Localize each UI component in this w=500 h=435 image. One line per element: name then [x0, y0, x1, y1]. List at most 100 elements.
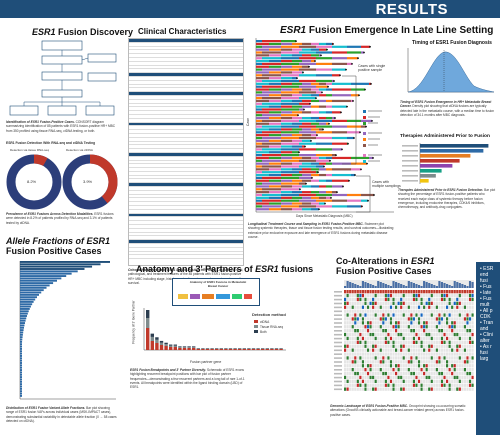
swimmer-segment: [316, 142, 332, 145]
oncoprint-cell: [384, 352, 387, 356]
swimmer-segment: [281, 99, 292, 103]
oncoprint-cell: [461, 371, 464, 376]
swimmer-marker: [357, 57, 359, 60]
oncoprint-cell: [423, 371, 426, 376]
partner-bar-ctdna: [251, 349, 256, 350]
swimmer-segment: [292, 122, 302, 125]
swimmer-segment: [281, 168, 292, 171]
oncoprint-cell: [466, 309, 469, 313]
partner-bar-ctdna: [247, 349, 251, 350]
oncoprint-cell: [440, 317, 444, 321]
oncoprint-cell: [461, 290, 464, 294]
oncoprint-cell: [453, 321, 456, 325]
oncoprint-cell: [412, 336, 415, 341]
oncoprint-cell: [451, 329, 454, 333]
oncoprint-cell: [451, 297, 454, 302]
oncoprint-cell: [379, 364, 382, 368]
oncoprint-cell: [366, 321, 370, 325]
oncoprint-cell: [461, 301, 464, 305]
oncoprint-cell: [372, 293, 375, 298]
swimmer-segment: [269, 42, 281, 46]
oncoprint-cell: [461, 297, 464, 302]
oncoprint-cell: [410, 297, 413, 302]
swimmer-segment: [269, 173, 281, 177]
oncoprint-cell: [359, 313, 362, 317]
oncoprint-cell: [346, 387, 349, 391]
oncoprint-cell: [372, 313, 375, 317]
oncoprint-cell: [471, 313, 474, 317]
oncoprint-cell: [461, 313, 464, 317]
oncoprint-cell: [356, 368, 359, 372]
oncoprint-cell: [366, 297, 370, 302]
oncoprint-cell: [471, 309, 474, 313]
table-row: [129, 217, 243, 222]
oncoprint-cell: [405, 305, 408, 309]
swimmer-segment: [361, 125, 366, 128]
oncoprint-cell: [364, 368, 367, 372]
vaf-bar: [20, 343, 22, 346]
oncoprint-cell: [384, 305, 387, 309]
oncoprint-cell: [412, 305, 415, 309]
oncoprint-cell: [420, 297, 423, 302]
oncoprint-cell: [405, 313, 408, 317]
oncoprint-count-bar: [461, 284, 464, 288]
oncoprint-cell: [461, 344, 464, 348]
oncoprint-count-bar: [423, 281, 426, 288]
oncoprint-cell: [405, 387, 408, 391]
oncoprint-cell: [395, 360, 398, 364]
oncoprint-cell: [389, 336, 393, 341]
oncoprint-cell: [468, 383, 472, 387]
vaf-bar: [20, 362, 22, 364]
oncoprint-count-bar: [420, 286, 423, 288]
oncoprint-cell: [410, 301, 413, 305]
swimmer-segment: [316, 131, 332, 134]
oncoprint-cell: [364, 313, 367, 317]
oncoprint-gene-label: [334, 337, 342, 340]
table-row: [129, 240, 243, 245]
oncoprint-cell: [397, 368, 400, 372]
swimmer-segment: [299, 119, 316, 122]
partner-bar-both: [187, 346, 191, 348]
oncoprint-cell: [382, 375, 385, 380]
oncoprint-cell: [344, 364, 347, 368]
swimmer-marker: [305, 182, 307, 185]
oncoprint-cell: [382, 352, 385, 356]
swimmer-segment: [281, 77, 292, 80]
oncoprint-cell: [392, 305, 395, 309]
oncoprint-cell: [420, 293, 423, 298]
oncoprint-count-bar: [400, 284, 403, 288]
oncoprint-cell: [466, 344, 469, 348]
swimmer-segment: [319, 111, 326, 114]
oncoprint-gene-label: [334, 333, 342, 336]
swimmer-segment: [319, 179, 326, 182]
oncoprint-cell: [364, 332, 367, 337]
oncoprint-cell: [382, 383, 385, 387]
swimmer-segment: [256, 191, 269, 194]
anatomy-caption: ESR1 Fusion Breakpoints and 3' Partner D…: [130, 368, 245, 390]
oncoprint-cell: [461, 332, 464, 337]
oncoprint-cell: [366, 352, 370, 356]
swimmer-segment: [302, 196, 311, 199]
oncoprint-cell: [430, 332, 433, 337]
oncoprint-cell: [407, 305, 410, 309]
oncoprint-cell: [430, 360, 433, 364]
oncoprint-cell: [410, 387, 413, 391]
oncoprint-cell: [417, 379, 421, 383]
oncoprint-cell: [433, 383, 436, 387]
oncoprint-cell: [463, 356, 466, 360]
oncoprint-cell: [471, 368, 474, 372]
legend-swatch: [254, 320, 258, 323]
oncoprint-cell: [412, 348, 415, 352]
oncoprint-cell: [428, 309, 431, 313]
vaf-bar: [20, 277, 62, 280]
oncoprint-cell: [369, 329, 372, 333]
oncoprint-cell: [420, 344, 423, 348]
oncoprint-cell: [471, 305, 474, 309]
oncoprint-cell: [389, 352, 393, 356]
swimmer-segment: [332, 148, 342, 151]
oncoprint-cell: [448, 375, 451, 380]
oncoprint-cell: [344, 348, 347, 352]
oncoprint-cell: [456, 305, 459, 309]
swimmer-marker: [351, 63, 353, 65]
swimmer-segment: [316, 79, 332, 83]
